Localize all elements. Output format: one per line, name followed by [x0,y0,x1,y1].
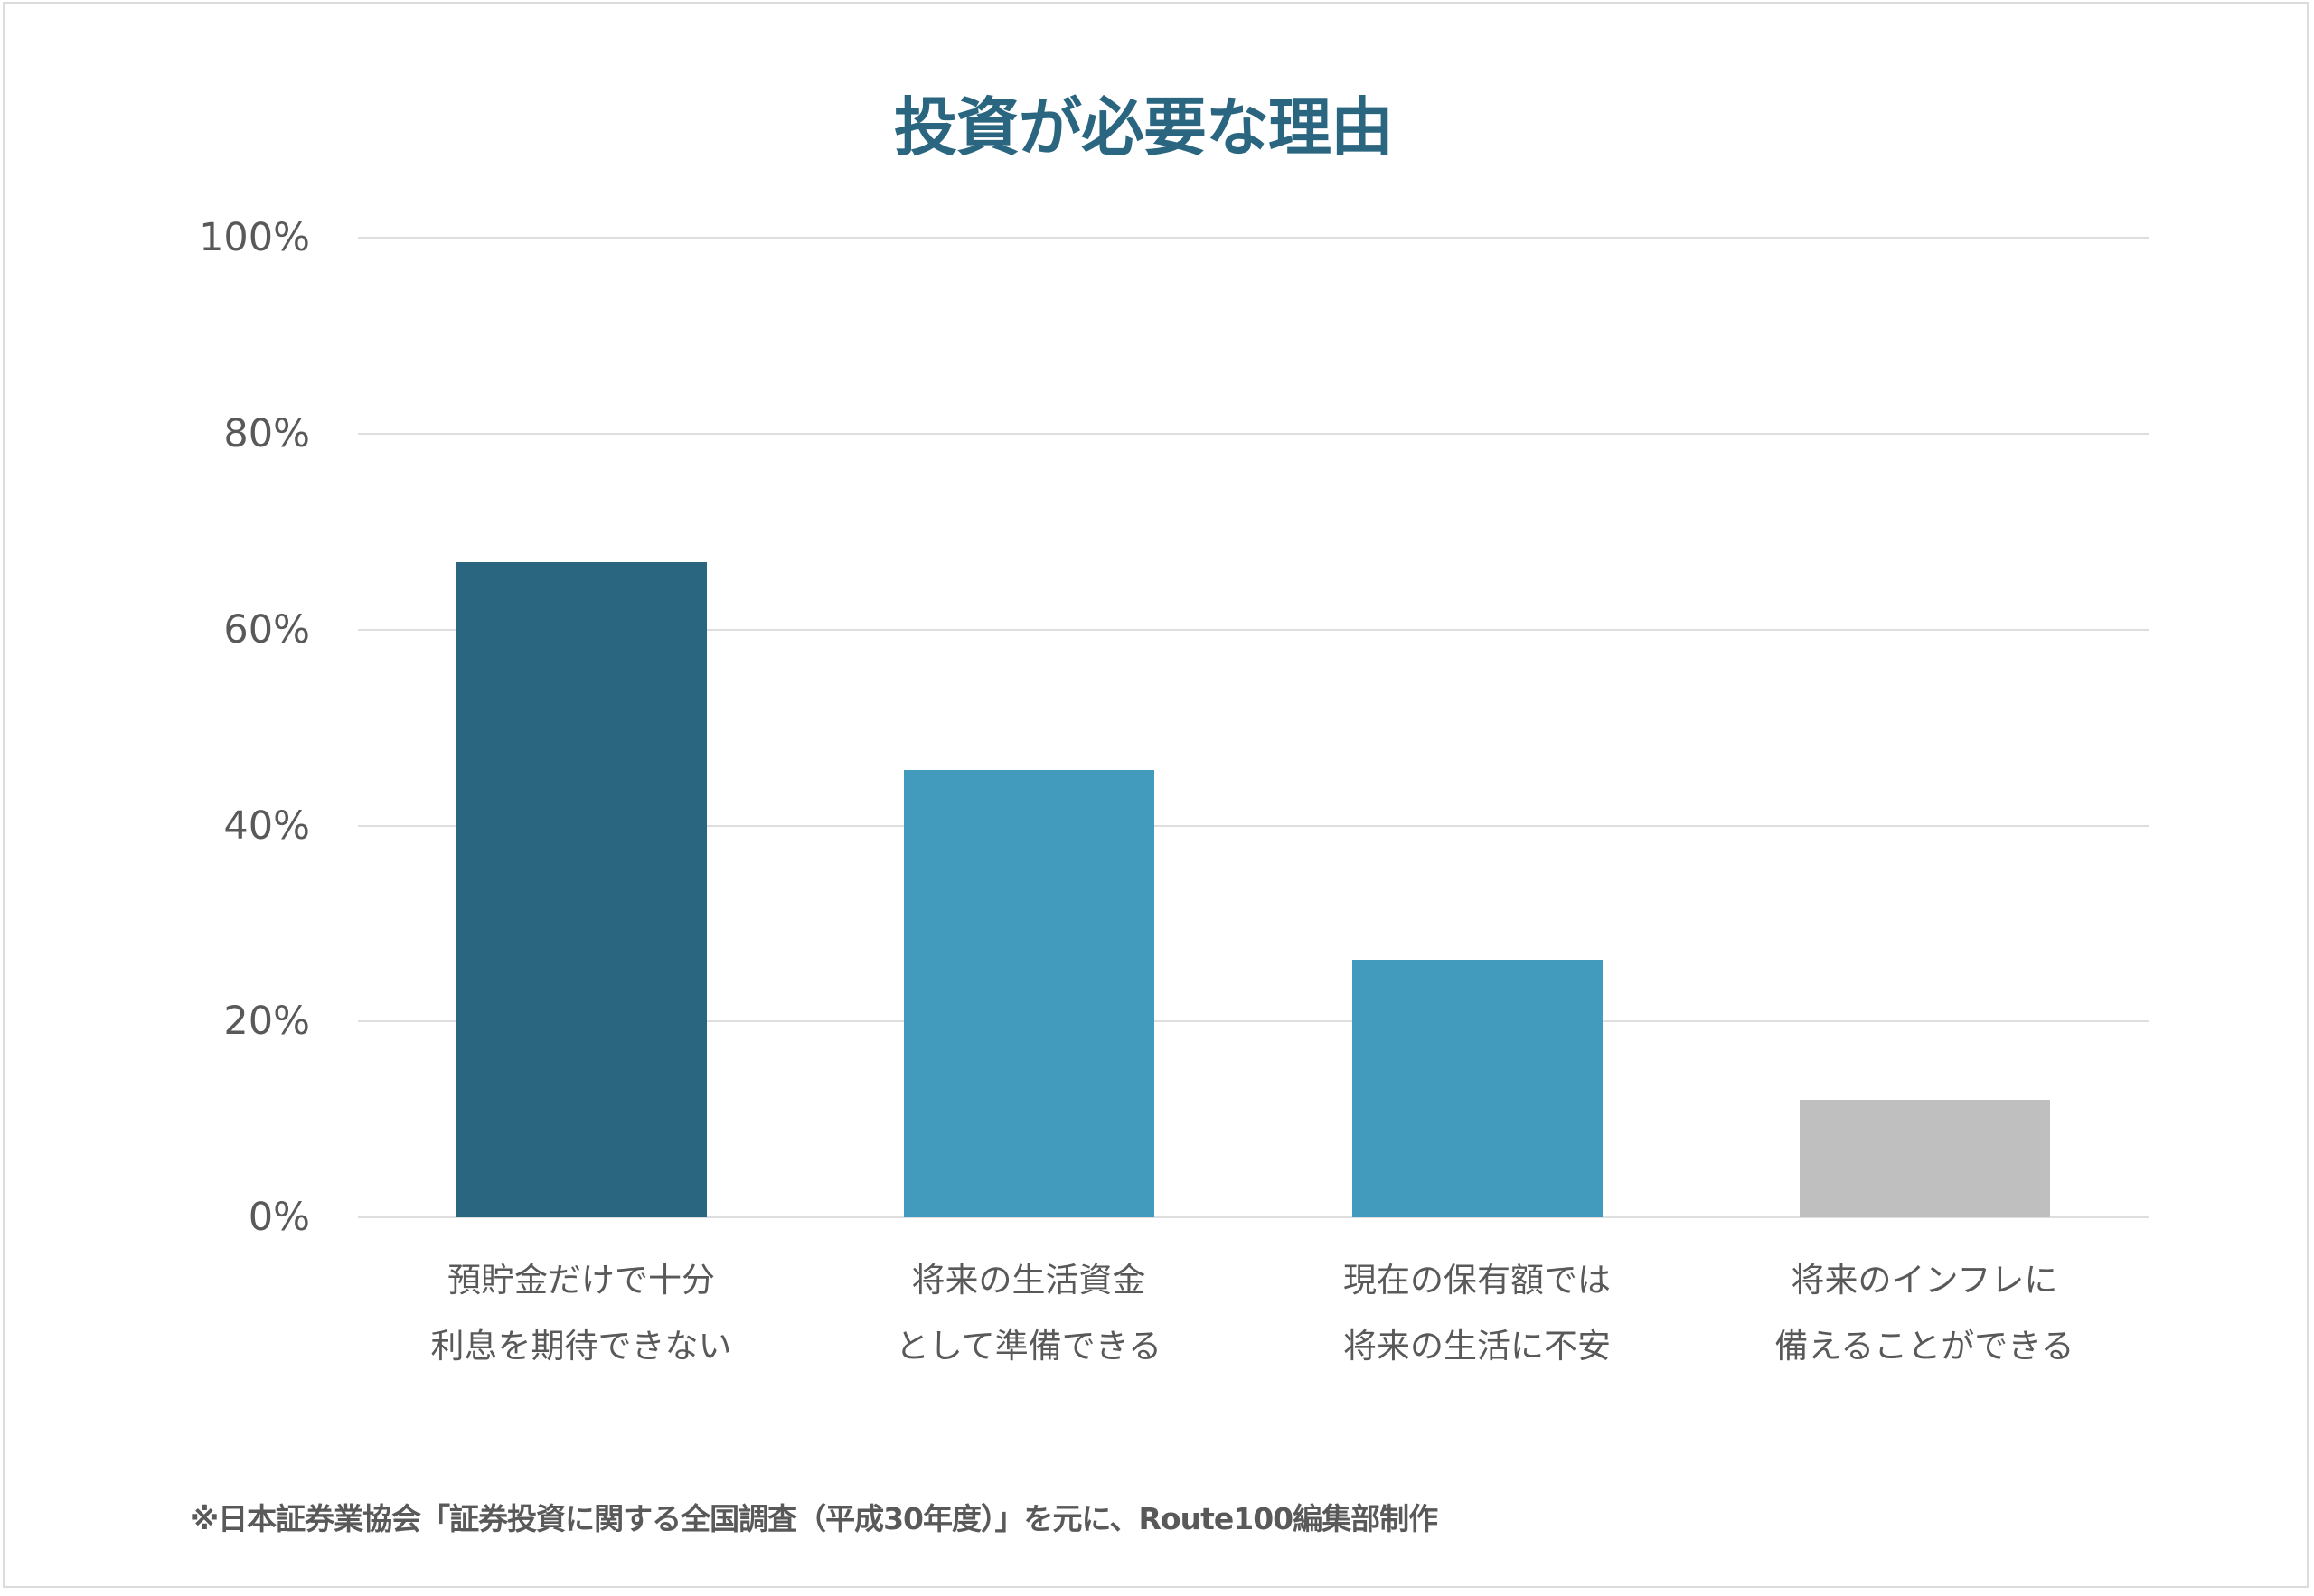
gridline-60 [358,629,2149,631]
bar-future-living-funds [904,769,1154,1217]
category-label-line1: 現在の保有額では [1343,1261,1611,1300]
category-label: 現在の保有額では 将来の生活に不安 [1260,1247,1694,1379]
category-label: 預貯金だけで十分 利息を期待できない [364,1247,798,1379]
y-tick-label: 20% [223,999,310,1044]
category-label: 将来の生活資金 として準備できる [812,1247,1246,1379]
category-label-line1: 将来のインフレに [1791,1261,2058,1300]
y-tick-label: 40% [223,803,310,849]
bar-current-holdings-anxiety [1352,959,1603,1217]
chart-title: 投資が必要な理由 [894,90,1394,164]
y-tick-label: 100% [199,215,310,260]
chart-frame [3,2,2309,1588]
category-label: 将来のインフレに 備えることができる [1707,1247,2141,1379]
category-label-line1: 預貯金だけで十分 [447,1261,715,1300]
y-tick-label: 80% [223,411,310,456]
source-footnote: ※日本証券業協会「証券投資に関する全国調査（平成30年度）」を元に、Route1… [190,1501,1438,1536]
bar-inflation-preparation [1800,1099,2050,1217]
gridline-0-baseline [358,1216,2149,1218]
category-label-line1: 将来の生活資金 [911,1261,1146,1300]
gridline-80 [358,433,2149,435]
bar-savings-insufficient [456,561,707,1217]
category-label-line2: 備えることができる [1774,1327,2074,1366]
gridline-100 [358,237,2149,239]
category-label-line2: 利息を期待できない [430,1327,732,1366]
category-label-line2: 将来の生活に不安 [1343,1327,1611,1366]
y-tick-label: 0% [248,1195,310,1240]
category-label-line2: として準備できる [895,1327,1162,1366]
y-tick-label: 60% [223,607,310,652]
gridline-40 [358,825,2149,827]
plot-area [358,237,2149,1218]
gridline-20 [358,1020,2149,1022]
